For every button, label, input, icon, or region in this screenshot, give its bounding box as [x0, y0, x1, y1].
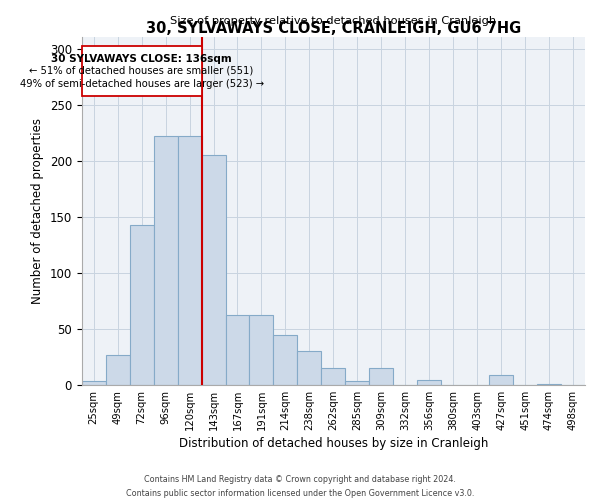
Bar [274, 336, 298, 385]
Bar [322, 368, 346, 385]
Bar [298, 351, 322, 385]
FancyBboxPatch shape [82, 46, 202, 96]
Bar [417, 380, 441, 385]
Bar [154, 136, 178, 385]
Bar [226, 316, 250, 385]
Text: 49% of semi-detached houses are larger (523) →: 49% of semi-detached houses are larger (… [20, 79, 263, 89]
Text: ← 51% of detached houses are smaller (551): ← 51% of detached houses are smaller (55… [29, 66, 254, 76]
Bar [178, 136, 202, 385]
Bar [537, 384, 561, 385]
Bar [130, 224, 154, 385]
Y-axis label: Number of detached properties: Number of detached properties [31, 118, 44, 304]
Text: 30 SYLVAWAYS CLOSE: 136sqm: 30 SYLVAWAYS CLOSE: 136sqm [51, 54, 232, 64]
Bar [370, 368, 393, 385]
Bar [82, 382, 106, 385]
X-axis label: Distribution of detached houses by size in Cranleigh: Distribution of detached houses by size … [179, 437, 488, 450]
Bar [202, 155, 226, 385]
Text: Size of property relative to detached houses in Cranleigh: Size of property relative to detached ho… [170, 16, 496, 26]
Bar [489, 374, 513, 385]
Bar [106, 354, 130, 385]
Text: Contains HM Land Registry data © Crown copyright and database right 2024.
Contai: Contains HM Land Registry data © Crown c… [126, 476, 474, 498]
Title: 30, SYLVAWAYS CLOSE, CRANLEIGH, GU6 7HG: 30, SYLVAWAYS CLOSE, CRANLEIGH, GU6 7HG [146, 21, 521, 36]
Bar [250, 316, 274, 385]
Bar [346, 382, 370, 385]
